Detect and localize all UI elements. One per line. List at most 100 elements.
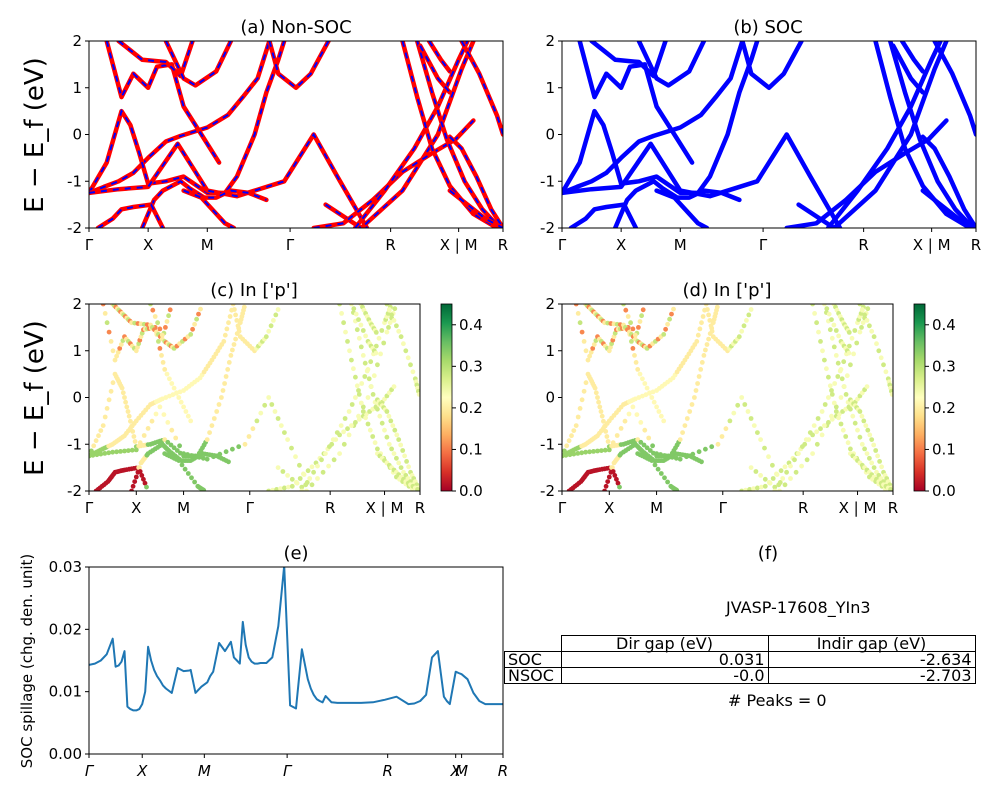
panel-c-projection-point (236, 444, 242, 450)
panel-c-projection-point (130, 429, 136, 434)
panel-d-projection-point (677, 456, 683, 462)
panel-d-projection-point (774, 472, 780, 477)
soc-band-line (887, 41, 976, 228)
panel-c-projection-point (368, 359, 374, 365)
panel-c-projection-point (124, 404, 130, 410)
material-name: JVASP-17608_YIn3 (726, 598, 871, 617)
panel-d-projection-point (848, 362, 853, 368)
panel-d-projection-point (727, 418, 733, 424)
panel-c-projection-point (132, 479, 138, 484)
panel-d-projection-point (642, 381, 648, 386)
panel-d-projection-point (606, 447, 612, 453)
panel-c-projection-point (160, 360, 166, 365)
panel-c-projection-point (343, 329, 348, 335)
panel-d-projection-point (739, 395, 745, 400)
panel-d-projection-point (857, 434, 863, 440)
panel-d-projection-point (661, 418, 667, 424)
panel-c-projection-point (230, 304, 236, 307)
panel-d-colorbar-tick-label: 0.4 (932, 316, 956, 334)
soc-band-line (562, 132, 843, 228)
panel-c-projection-point (142, 480, 148, 486)
panel-d-projection-point (633, 360, 639, 365)
panel-c-projection-point (410, 369, 416, 375)
panel-c-projection-point (233, 312, 239, 318)
panel-c-projection-point (157, 404, 163, 410)
panel-e-xtick-label: Γ (283, 762, 293, 780)
panel-d-projection-point (758, 473, 763, 478)
panel-d-projection-point (680, 430, 685, 435)
panel-c-projection-point (118, 449, 123, 454)
panel-d-projection-point (643, 392, 649, 398)
panel-c-projection-point (268, 323, 274, 329)
panel-c-projection-point (106, 450, 112, 456)
panel-d-projection-point (770, 476, 776, 481)
panel-c-projection-point (273, 312, 279, 318)
panel-d-projection-point (596, 399, 601, 405)
panel-c-projection-point (319, 457, 324, 463)
panel-d-projection-point (593, 390, 599, 396)
panel-c-projection-point (363, 415, 368, 421)
panel-d-projection-point (708, 323, 714, 329)
panel-d-projection-point (857, 304, 863, 307)
panel-d-xtick-label: M (650, 499, 663, 517)
panel-d-projection-point (824, 306, 830, 312)
panel-d-projection-point (810, 451, 815, 456)
panel-c-projection-point (331, 457, 337, 463)
panel-c-projection-point (241, 304, 247, 310)
panel-b-title: (b) SOC (733, 17, 802, 38)
soc-band-line (636, 41, 707, 88)
panel-c-projection-point (342, 416, 348, 421)
panel-c-projection-point (299, 488, 305, 491)
panel-d-projection-point (587, 353, 592, 359)
panel-c-projection-point (254, 418, 260, 424)
panel-c-projection-point (100, 304, 106, 307)
panel-c-projection-point (365, 421, 371, 427)
soc-band-line (920, 134, 976, 228)
panel-c-projection-point (98, 451, 104, 457)
panel-c-projection-point (404, 459, 409, 464)
panel-a-xtick-label: Γ (286, 236, 295, 254)
panel-c-projection-point (384, 304, 390, 307)
panel-d-projection-point (788, 463, 793, 469)
soc-band-dashed-line (268, 41, 330, 90)
panel-d-projection-point (889, 392, 893, 397)
panel-c-projection-point (377, 413, 383, 419)
panel-c-projection-point (106, 397, 112, 403)
peaks-count: # Peaks = 0 (728, 691, 827, 710)
panel-d-projection-point (654, 404, 659, 410)
panel-d-projection-point (796, 451, 801, 456)
gap-table-col-indir: Indir gap (eV) (767, 635, 976, 652)
soc-band-line (796, 41, 949, 228)
panel-c-projection-point (391, 384, 397, 389)
panel-d-projection-point (822, 304, 827, 307)
panel-d-projection-point (615, 480, 621, 486)
panel-d-projection-point (621, 304, 626, 307)
panel-d-projection-point (838, 395, 844, 400)
panel-c-projection-point (262, 402, 268, 408)
panel-c-projection-point (228, 353, 234, 358)
soc-band-dashed-line (416, 41, 501, 228)
soc-band-dashed-line (313, 119, 475, 228)
panel-c-projection-point (233, 336, 239, 342)
panel-e-xtick-label: X (450, 762, 462, 780)
panel-d-projection-point (820, 348, 825, 354)
panel-c-projection-point (384, 409, 390, 414)
panel-d-title: (d) In ['p'] (683, 280, 772, 301)
panel-d-projection-point (581, 388, 587, 394)
panel-c-ylabel: E − E_f (eV) (20, 320, 50, 476)
panel-c-title: (c) In ['p'] (210, 280, 297, 301)
panel-a-axes: Γ X M Γ R X | M R -2 -1 0 1 2 (67, 32, 508, 254)
panel-d-projection-point (829, 335, 835, 341)
panel-d-projection-point (630, 346, 636, 351)
panel-c-projection-point (347, 348, 352, 354)
panel-d-projection-point (807, 430, 813, 435)
panel-d-projection-point (747, 487, 752, 491)
panel-d-projection-point (571, 428, 577, 433)
soc-band-dashed-line (164, 41, 232, 87)
panel-d-projection-point (735, 402, 741, 408)
panel-c-projection-point (114, 353, 119, 359)
panel-c-projection-point (204, 456, 210, 462)
panel-c-projection-point (115, 349, 121, 355)
panel-d-projection-point (636, 395, 642, 400)
